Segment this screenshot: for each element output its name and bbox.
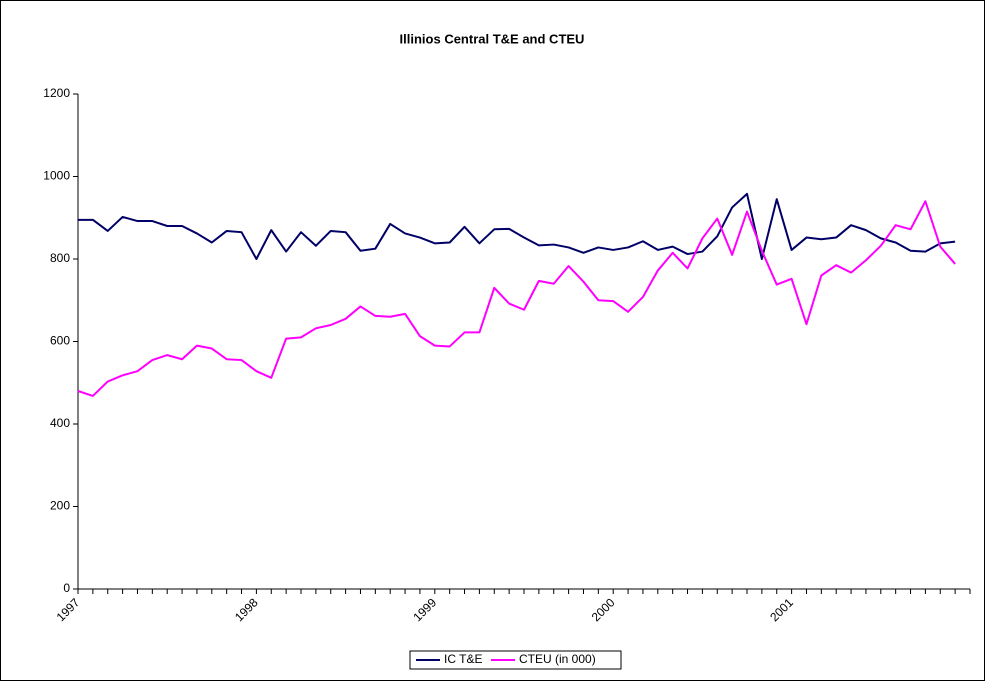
series-line [78, 192, 956, 260]
chart-title: Illinios Central T&E and CTEU [400, 31, 585, 46]
y-tick-label: 1200 [43, 86, 70, 100]
y-tick-label: 600 [50, 334, 70, 348]
y-tick-label: 400 [50, 416, 70, 430]
legend-label: IC T&E [444, 652, 482, 666]
legend-box [409, 650, 622, 670]
series-line [77, 200, 956, 397]
y-tick-label: 0 [63, 581, 70, 595]
y-tick-label: 800 [50, 251, 70, 265]
legend: IC T&E CTEU (in 000) [409, 650, 622, 670]
y-tick-label: 200 [50, 499, 70, 513]
legend-label: CTEU (in 000) [519, 652, 596, 666]
y-tick-label: 1000 [43, 169, 70, 183]
